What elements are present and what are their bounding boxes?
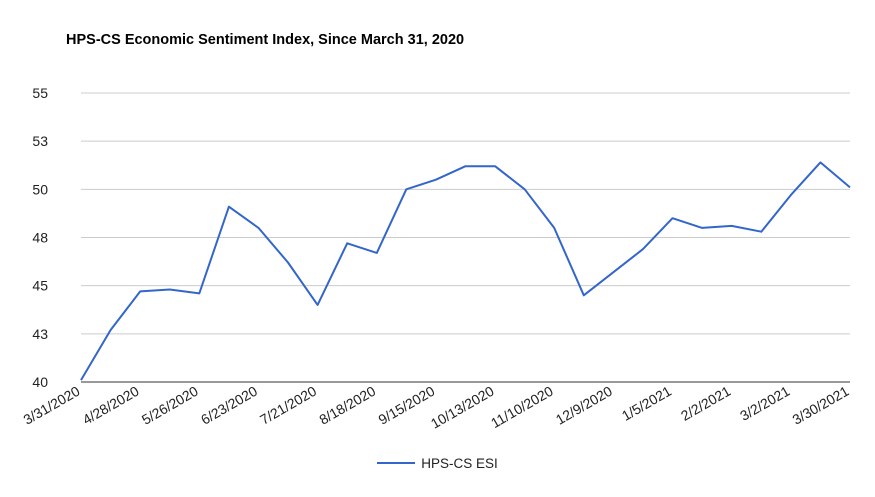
- x-tick-label: 3/30/2021: [790, 383, 852, 428]
- x-tick-label: 5/26/2020: [139, 383, 201, 428]
- y-tick-label: 43: [32, 326, 48, 342]
- y-tick-label: 45: [32, 278, 48, 294]
- x-tick-label: 8/18/2020: [316, 383, 378, 428]
- x-tick-label: 3/31/2020: [21, 383, 83, 428]
- series-lines: [80, 161, 851, 381]
- x-tick-label: 4/28/2020: [80, 383, 142, 428]
- x-tick-label: 10/13/2020: [428, 383, 497, 432]
- x-tick-label: 6/23/2020: [198, 383, 260, 428]
- y-tick-label: 48: [32, 230, 48, 246]
- legend: HPS-CS ESI: [0, 455, 875, 471]
- y-tick-label: 55: [32, 85, 48, 101]
- x-tick-label: 2/2/2021: [678, 383, 733, 424]
- x-axis-tick-labels: 3/31/20204/28/20205/26/20206/23/20207/21…: [21, 383, 852, 432]
- x-tick-label: 9/15/2020: [375, 383, 437, 428]
- gridlines: [81, 92, 850, 383]
- y-tick-label: 53: [32, 133, 48, 149]
- x-tick-label: 1/5/2021: [619, 383, 674, 424]
- y-axis-tick-labels: 40 43 45 48 50 53 55: [32, 85, 48, 390]
- legend-swatch: [377, 462, 416, 465]
- x-tick-label: 3/2/2021: [737, 383, 792, 424]
- chart-title: HPS-CS Economic Sentiment Index, Since M…: [66, 32, 465, 48]
- x-tick-label: 12/9/2020: [553, 383, 615, 428]
- y-tick-label: 40: [32, 374, 48, 390]
- series-line: [80, 161, 851, 381]
- legend-label: HPS-CS ESI: [421, 455, 498, 471]
- x-tick-label: 7/21/2020: [257, 383, 319, 428]
- y-tick-label: 50: [32, 181, 48, 197]
- x-tick-label: 11/10/2020: [488, 383, 556, 431]
